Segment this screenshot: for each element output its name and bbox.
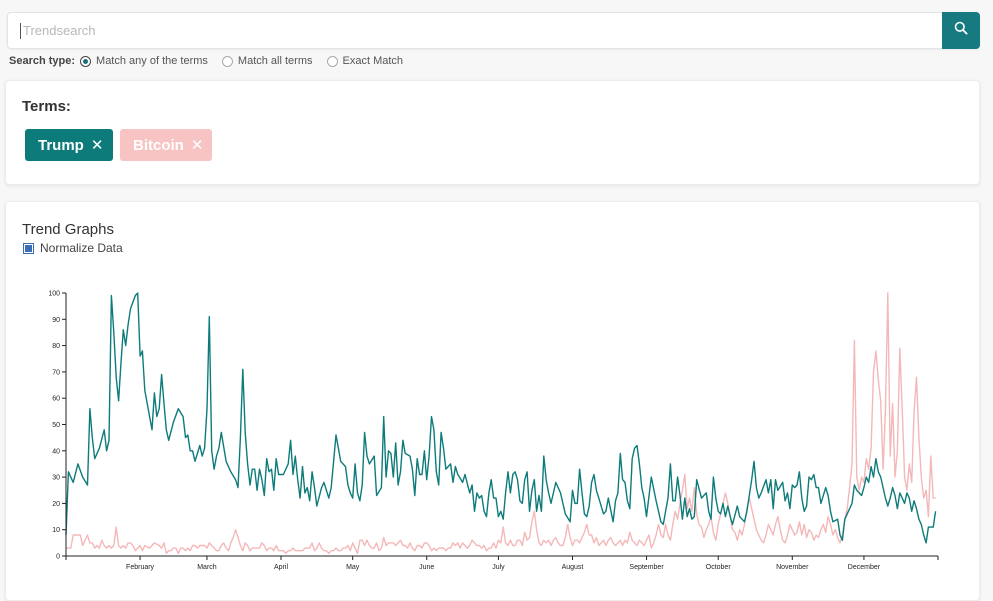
radio-match-any-circle[interactable] <box>80 55 92 67</box>
radio-match-all-circle[interactable] <box>221 55 233 67</box>
term-tag-bitcoin[interactable]: Bitcoin ✕ <box>120 129 212 161</box>
search-input[interactable] <box>20 22 942 39</box>
radio-match-any[interactable]: Match any of the terms <box>80 55 208 67</box>
y-tick: 60 <box>52 396 66 403</box>
y-tick-label: 60 <box>52 396 60 403</box>
x-tick-label: October <box>706 564 732 571</box>
y-tick: 30 <box>52 475 66 482</box>
trend-graphs-title: Trend Graphs <box>22 221 114 238</box>
x-tick: September <box>629 556 664 571</box>
y-tick-label: 50 <box>52 422 60 429</box>
series-line-trump <box>65 292 937 544</box>
series-line-bitcoin <box>66 292 936 555</box>
y-tick-label: 80 <box>52 343 60 350</box>
y-tick: 90 <box>52 317 66 324</box>
x-tick-label: July <box>492 564 505 571</box>
y-tick-label: 70 <box>52 369 60 376</box>
radio-match-all-label: Match all terms <box>237 55 313 67</box>
x-tick-label: December <box>848 564 881 571</box>
x-tick: July <box>492 556 505 571</box>
y-tick: 0 <box>56 554 66 561</box>
term-tag-bitcoin-label: Bitcoin <box>133 136 184 154</box>
trend-line-chart: 0 10 20 30 40 50 60 70 80 90 100 February March April… <box>48 291 939 571</box>
y-tick-label: 10 <box>52 527 60 534</box>
search-type-label: Search type: <box>9 55 76 67</box>
x-tick: June <box>419 556 434 571</box>
y-tick: 10 <box>52 527 66 534</box>
x-tick: December <box>848 556 881 571</box>
x-tick-label: May <box>346 564 360 571</box>
x-tick: April <box>274 556 288 571</box>
search-button[interactable] <box>942 12 980 49</box>
radio-exact-match-circle[interactable] <box>326 55 338 67</box>
term-tag-trump-label: Trump <box>38 136 84 154</box>
normalize-data-checkbox[interactable] <box>23 242 34 254</box>
normalize-data-label: Normalize Data <box>40 241 123 255</box>
radio-exact-match[interactable]: Exact Match <box>326 55 404 67</box>
y-tick: 40 <box>52 448 66 455</box>
y-tick: 70 <box>52 369 66 376</box>
x-tick: November <box>776 556 809 571</box>
x-tick-label: September <box>629 564 664 571</box>
x-tick: August <box>562 556 584 571</box>
x-tick-label: August <box>562 564 584 571</box>
radio-match-any-label: Match any of the terms <box>96 55 208 67</box>
y-tick-label: 40 <box>52 448 60 455</box>
y-tick-label: 100 <box>48 291 60 298</box>
y-tick-label: 30 <box>52 475 60 482</box>
y-tick: 80 <box>52 343 66 350</box>
trend-graphs-card: Trend Graphs Normalize Data 0 10 20 30 40 50 6… <box>5 201 980 601</box>
close-icon[interactable]: ✕ <box>90 137 104 154</box>
radio-exact-match-label: Exact Match <box>342 55 404 67</box>
y-tick-label: 20 <box>52 501 60 508</box>
search-type-group: Search type: Match any of the terms Matc… <box>9 54 417 68</box>
search-bar <box>7 12 980 49</box>
terms-card: Terms: Trump ✕ Bitcoin ✕ <box>5 80 980 185</box>
y-tick: 50 <box>52 422 66 429</box>
x-tick-label: April <box>274 564 288 571</box>
radio-match-all[interactable]: Match all terms <box>221 55 313 67</box>
x-tick-label: June <box>419 564 434 571</box>
x-tick: February <box>126 556 155 571</box>
normalize-data-toggle[interactable]: Normalize Data <box>23 241 123 255</box>
x-tick-label: November <box>776 564 809 571</box>
y-tick: 100 <box>48 291 66 298</box>
search-icon <box>954 21 968 40</box>
x-tick: May <box>346 556 360 571</box>
y-tick-label: 0 <box>56 554 60 561</box>
close-icon[interactable]: ✕ <box>190 137 204 154</box>
y-tick: 20 <box>52 501 66 508</box>
x-tick: March <box>197 556 217 571</box>
x-tick-label: March <box>197 564 217 571</box>
terms-title: Terms: <box>22 98 71 115</box>
x-tick: October <box>706 556 732 571</box>
term-tag-trump[interactable]: Trump ✕ <box>25 129 113 161</box>
y-tick-label: 90 <box>52 317 60 324</box>
x-tick-label: February <box>126 564 155 571</box>
